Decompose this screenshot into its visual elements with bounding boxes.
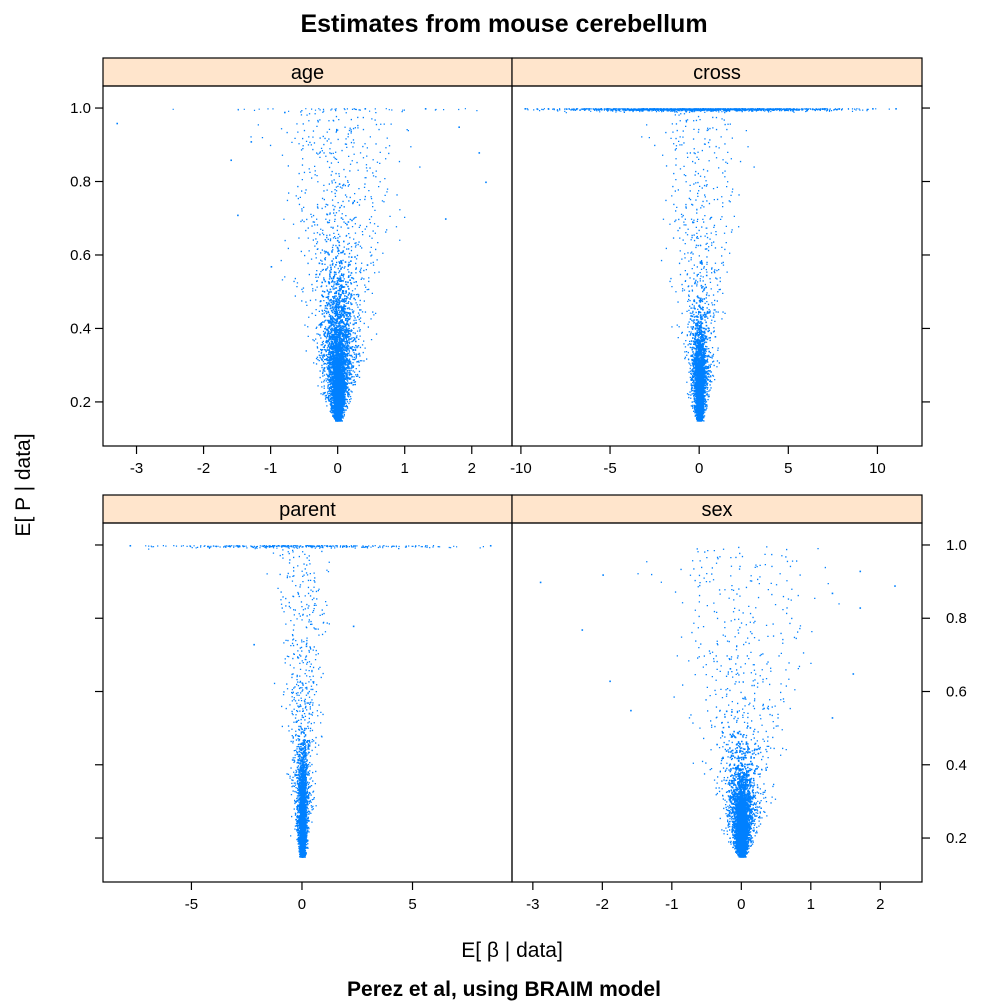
y-tick-label-age-4: 1.0 [70,100,91,117]
point-sex-5 [831,592,834,595]
x-tick-label-parent-2: 5 [408,896,416,913]
point-age-2 [250,141,253,143]
point-sex-2 [581,629,584,631]
strip-age [102,57,513,87]
point-age-9 [237,214,239,217]
x-tick-label-age-4: 1 [401,460,409,477]
panel-frame-sex [511,522,923,883]
point-cloud-sex [637,546,840,858]
strip-label-sex: sex [701,499,732,521]
point-age-0 [116,122,119,125]
point-parent-2 [489,544,492,547]
point-sex-6 [859,607,862,609]
y-tick-label-age-0: 0.2 [70,394,91,411]
point-age-10 [444,218,447,220]
panel-cross: cross -10 -5 0 5 10 [510,57,930,477]
point-age-5 [424,108,427,110]
point-age-4 [364,108,367,110]
y-tick-label-sex-4: 1.0 [946,537,967,554]
point-cloud-parent [145,545,484,858]
chart-subtitle: Perez et al, using BRAIM model [347,978,661,1001]
point-sex-7 [609,680,611,683]
panel-sex: sex -3 -2 -1 0 1 2 0.2 0.4 0.6 0.8 1.0 [511,494,967,913]
point-age-3 [284,111,286,114]
panel-frame-age [102,85,513,447]
point-age-6 [458,126,460,129]
point-cross-1 [895,108,897,110]
x-tick-label-parent-0: -5 [185,896,198,913]
point-age-11 [270,266,273,268]
strip-sex [511,494,923,524]
y-tick-label-age-2: 0.6 [70,247,91,264]
x-axis-title: E[ β | data] [461,939,563,962]
x-tick-label-age-3: 0 [334,460,342,477]
strip-label-age: age [291,62,324,84]
x-tick-label-cross-1: -5 [603,460,616,477]
y-tick-label-age-3: 0.8 [70,174,91,191]
point-cross-2 [872,108,874,110]
strip-label-cross: cross [693,62,741,84]
x-tick-label-sex-4: 1 [807,896,815,913]
point-cloud-cross [525,108,890,422]
point-cross-3 [547,108,550,110]
x-tick-label-age-5: 2 [468,460,476,477]
point-cloud-marks-age [172,108,478,422]
x-tick-label-age-2: -1 [264,460,277,477]
point-sex-10 [630,709,632,712]
point-parent-0 [253,643,255,646]
point-sex-3 [894,585,896,587]
y-tick-label-age-1: 0.4 [70,320,91,337]
x-tick-label-sex-1: -2 [596,896,609,913]
x-tick-label-age-0: -3 [130,460,143,477]
point-cloud-age [172,108,478,422]
point-sex-4 [859,570,862,573]
point-parent-3 [129,544,132,547]
strip-parent [102,494,513,524]
point-sex-0 [539,581,542,584]
point-cloud-marks-cross [525,108,890,422]
point-cross-0 [524,108,527,110]
x-tick-label-cross-4: 10 [869,460,886,477]
x-tick-label-sex-5: 2 [876,896,884,913]
x-tick-label-cross-2: 0 [695,460,703,477]
y-tick-label-sex-2: 0.6 [946,684,967,701]
x-tick-label-sex-0: -3 [526,896,539,913]
chart-title: Estimates from mouse cerebellum [300,10,707,38]
x-tick-label-sex-2: -1 [665,896,678,913]
y-axis-title: E[ P | data] [12,433,35,536]
x-tick-label-parent-1: 0 [298,896,306,913]
point-age-1 [230,159,232,162]
point-cloud-marks-parent [145,545,484,858]
x-tick-label-age-1: -2 [197,460,210,477]
strip-cross [511,57,923,87]
point-age-8 [478,152,481,154]
x-tick-label-cross-0: -10 [510,460,532,477]
point-sex-9 [852,673,855,675]
y-tick-label-sex-3: 0.8 [946,610,967,627]
point-cloud-marks-sex [637,546,840,858]
y-tick-label-sex-0: 0.2 [946,830,967,847]
y-tick-label-sex-1: 0.4 [946,757,967,774]
point-parent-1 [352,625,355,628]
point-age-7 [485,181,487,184]
point-sex-8 [831,717,834,719]
x-tick-label-sex-3: 0 [737,896,745,913]
point-sex-1 [602,574,604,576]
x-tick-label-cross-3: 5 [784,460,792,477]
panel-age: age -3 -2 -1 0 1 2 0.2 0.4 0.6 0.8 1.0 [70,57,513,477]
panel-frame-cross [511,85,923,447]
panel-parent: parent -5 0 5 [95,494,513,913]
strip-label-parent: parent [279,499,336,521]
